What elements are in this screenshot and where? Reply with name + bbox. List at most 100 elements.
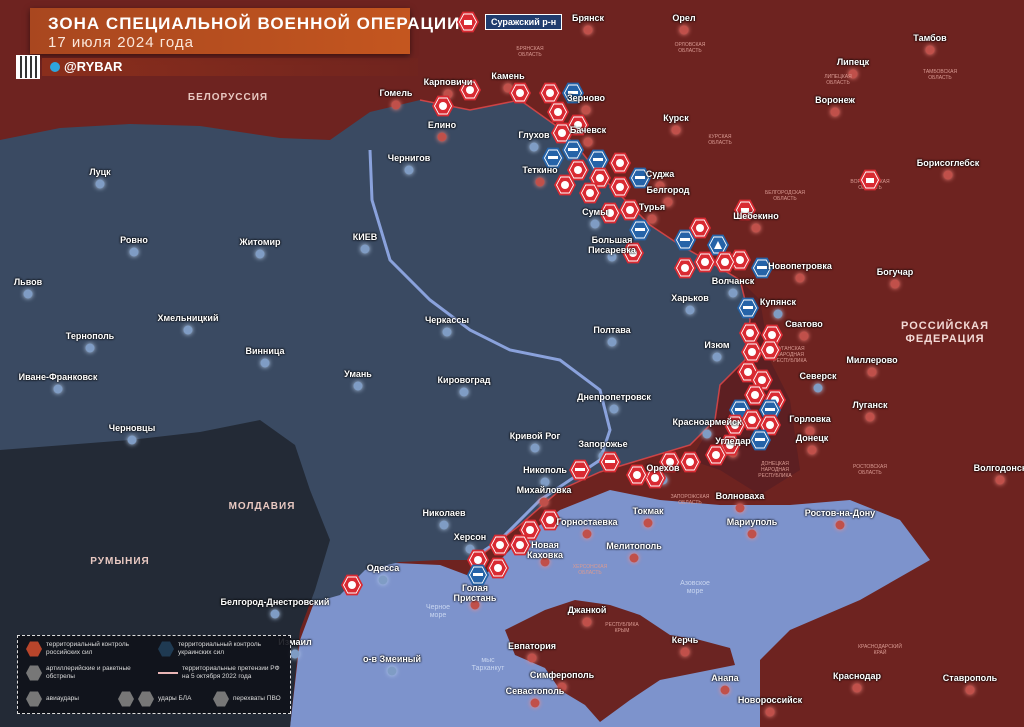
city-marker-icon [607, 337, 617, 347]
city-label: Запорожье [578, 439, 628, 449]
city-label: Сумы [582, 207, 608, 217]
callout-surazh: Суражский р-н [485, 14, 563, 30]
drone-glyph-icon [593, 158, 603, 161]
artillery-glyph-icon [726, 441, 734, 449]
air-defense-glyph-icon [866, 178, 874, 183]
drone-glyph-icon [680, 238, 690, 241]
city-label: Черновцы [108, 423, 156, 433]
artillery-glyph-icon [666, 458, 674, 466]
drone-marker-icon [562, 82, 584, 104]
drone-marker-icon [629, 219, 651, 241]
artillery-marker-icon [551, 122, 573, 144]
city-marker-icon [530, 698, 540, 708]
map-title: ЗОНА СПЕЦИАЛЬНОЙ ВОЕННОЙ ОПЕРАЦИИ [48, 14, 461, 33]
city-label: Никополь [523, 465, 567, 475]
ua-control-swatch-icon [158, 641, 174, 657]
city-label: Днепропетровск [577, 392, 651, 402]
drone-glyph-icon [635, 176, 645, 179]
artillery-glyph-icon [701, 258, 709, 266]
artillery-glyph-icon [516, 541, 524, 549]
artillery-glyph-icon [712, 451, 720, 459]
drone-glyph-icon [743, 306, 753, 309]
artillery-glyph-icon [546, 516, 554, 524]
air-defense-icon [213, 691, 229, 707]
artillery-glyph-icon [721, 258, 729, 266]
city-marker-icon [735, 503, 745, 513]
drone-marker-icon [751, 257, 773, 279]
artillery-glyph-icon [494, 564, 502, 572]
city-marker-icon [557, 682, 567, 692]
city-marker-icon [590, 219, 600, 229]
city-marker-icon [255, 249, 265, 259]
city-label: Одесса [366, 563, 400, 573]
city-marker-icon [773, 309, 783, 319]
title-banner: ЗОНА СПЕЦИАЛЬНОЙ ВОЕННОЙ ОПЕРАЦИИ 17 июл… [30, 8, 459, 54]
artillery-glyph-icon [348, 581, 356, 589]
artillery-marker-icon [694, 251, 716, 273]
city-marker-icon [720, 685, 730, 695]
city-label: Умань [344, 369, 372, 379]
drone-marker-icon [599, 451, 621, 473]
city-marker-icon [129, 247, 139, 257]
artillery-glyph-icon [474, 556, 482, 564]
city-marker-icon [747, 529, 757, 539]
airstrike-marker-icon [707, 234, 729, 256]
city-marker-icon [848, 69, 858, 79]
city-marker-icon [529, 142, 539, 152]
city-marker-icon [442, 327, 452, 337]
city-label: Анапа [711, 673, 739, 683]
region-label: ЛИПЕЦКАЯ ОБЛАСТЬ [824, 74, 852, 86]
airstrike-glyph-icon [714, 241, 722, 249]
artillery-marker-icon [509, 534, 531, 556]
region-label: РЕСПУБЛИКА КРЫМ [605, 622, 639, 634]
city-marker-icon [439, 520, 449, 530]
drone-glyph-icon [575, 468, 585, 471]
artillery-glyph-icon [496, 541, 504, 549]
artillery-glyph-icon [586, 189, 594, 197]
city-marker-icon [629, 553, 639, 563]
artillery-marker-icon [729, 249, 751, 271]
occupied-east [690, 280, 800, 495]
artillery-marker-icon [609, 176, 631, 198]
city-marker-icon [867, 367, 877, 377]
city-label: Чернигов [387, 153, 431, 163]
artillery-marker-icon [724, 414, 746, 436]
country-label: БЕЛОРУССИЯ [187, 92, 269, 103]
artillery-marker-icon [567, 159, 589, 181]
artillery-glyph-icon [606, 209, 614, 217]
artillery-marker-icon [679, 451, 701, 473]
city-marker-icon [582, 617, 592, 627]
artillery-marker-icon [705, 444, 727, 466]
city-marker-icon [807, 445, 817, 455]
city-label: Волчанск [711, 276, 755, 286]
city-label: Голая Пристань [453, 583, 497, 603]
drone-marker-icon [629, 167, 651, 189]
city-marker-icon [581, 105, 591, 115]
city-label: КИЕВ [352, 232, 378, 242]
city-label: Бачевск [569, 125, 607, 135]
city-marker-icon [852, 683, 862, 693]
city-label: Михайловка [516, 485, 572, 495]
telegram-icon [50, 62, 60, 72]
city-label: Новопетровка [768, 261, 832, 271]
legend-label: территориальные претензии РФ на 5 октябр… [182, 665, 280, 680]
city-marker-icon [391, 100, 401, 110]
dnieper-river [368, 149, 612, 562]
legend-claims: территориальные претензии РФ на 5 октябр… [158, 665, 283, 681]
city-label: Теткино [522, 165, 558, 175]
city-marker-icon [23, 289, 33, 299]
city-label: Тамбов [913, 33, 947, 43]
city-label: Симферополь [529, 670, 595, 680]
artillery-glyph-icon [616, 183, 624, 191]
city-label: Полтава [593, 325, 631, 335]
artillery-marker-icon [599, 202, 621, 224]
city-marker-icon [360, 244, 370, 254]
artillery-marker-icon [539, 82, 561, 104]
city-marker-icon [95, 179, 105, 189]
drone-marker-icon [467, 564, 489, 586]
legend-label: территориальный контроль украинских сил [178, 641, 262, 656]
legend-airstrikes: авиаудары [26, 691, 79, 707]
artillery-glyph-icon [751, 391, 759, 399]
city-label: Камень [491, 71, 525, 81]
